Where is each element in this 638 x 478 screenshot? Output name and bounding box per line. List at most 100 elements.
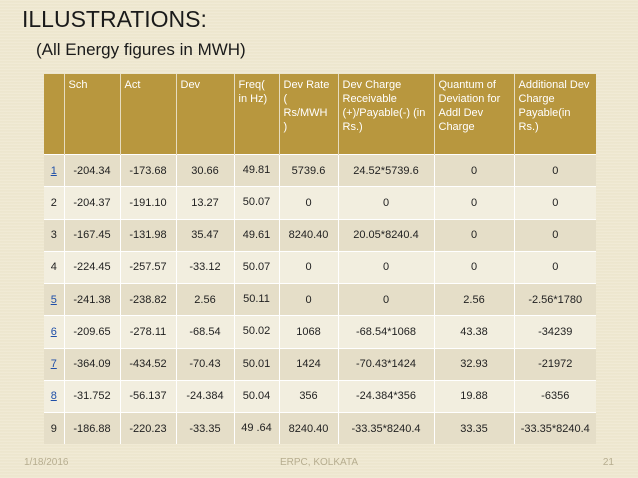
table-cell: -31.752 <box>63 379 120 413</box>
table-cell: -241.38 <box>63 283 120 316</box>
table-cell: -220.23 <box>119 412 176 444</box>
table-cell: -24.384*356 <box>337 379 434 413</box>
table-cell: 0 <box>337 250 434 284</box>
table-cell: -364.09 <box>63 347 120 381</box>
column-header-dev: Dev <box>175 74 234 155</box>
table-cell: -204.34 <box>63 153 120 187</box>
table-cell: 43.38 <box>433 315 514 349</box>
table-header-row: Sch Act Dev Freq( in Hz) Dev Rate ( Rs/M… <box>44 74 596 155</box>
table-cell: 50.07 <box>233 250 279 284</box>
table-cell: 0 <box>337 283 434 316</box>
table-cell: -33.35*8240.4 <box>337 412 434 444</box>
table-cell: -33.12 <box>175 250 234 284</box>
table-cell: 0 <box>433 186 514 220</box>
row-number-link[interactable]: 7 <box>44 347 64 381</box>
table-row: 1 -204.34 -173.68 30.66 49.81 5739.6 24.52*573… <box>44 153 596 187</box>
table-cell: 2.56 <box>175 283 234 316</box>
table-cell: 0 <box>433 250 514 284</box>
table-cell: 0 <box>278 283 338 316</box>
table-row: 5 -241.38 -238.82 2.56 50.11 0 0 2.56 -2.56*1780 <box>44 283 596 316</box>
footer-page-number: 21 <box>602 457 614 468</box>
column-header-sch: Sch <box>63 74 120 155</box>
column-header-freq: Freq( in Hz) <box>233 74 279 155</box>
table-cell: 49.81 <box>233 153 279 187</box>
table-cell: 24.52*5739.6 <box>337 153 434 187</box>
table-cell: -257.57 <box>119 250 176 284</box>
table-cell: 0 <box>513 153 596 187</box>
table-row: 6 -209.65 -278.11 -68.54 50.02 1068 -68.54*106… <box>44 315 596 349</box>
table-cell: -68.54 <box>175 315 234 349</box>
table-cell: -33.35 <box>175 412 234 444</box>
column-header <box>44 74 64 155</box>
table-cell: 49 .64 <box>233 412 279 444</box>
table-cell: -6356 <box>513 379 596 413</box>
table-cell: 0 <box>513 186 596 220</box>
table-row: 7 -364.09 -434.52 -70.43 50.01 1424 -70.43*142… <box>44 347 596 381</box>
row-number-link[interactable]: 8 <box>44 379 64 413</box>
table-cell: 356 <box>278 379 338 413</box>
column-header-additional-charge: Additional Dev Charge Payable(in Rs.) <box>513 74 596 155</box>
table-cell: 32.93 <box>433 347 514 381</box>
footer-organization: ERPC, KOLKATA <box>280 457 358 468</box>
table-row: 8 -31.752 -56.137 -24.384 50.04 356 -24.384*35… <box>44 379 596 413</box>
table-cell: 49.61 <box>233 218 279 252</box>
table-cell: 50.07 <box>233 186 279 220</box>
row-number-link[interactable]: 5 <box>44 283 64 316</box>
table-cell: 30.66 <box>175 153 234 187</box>
table-cell: 33.35 <box>433 412 514 444</box>
table-cell: -68.54*1068 <box>337 315 434 349</box>
table-cell: -21972 <box>513 347 596 381</box>
table-cell: 0 <box>513 250 596 284</box>
table-cell: -191.10 <box>119 186 176 220</box>
footer-date: 1/18/2016 <box>24 457 69 468</box>
table-cell: -278.11 <box>119 315 176 349</box>
table-body: 1 -204.34 -173.68 30.66 49.81 5739.6 24.52*573… <box>44 153 596 444</box>
table-cell: -70.43 <box>175 347 234 381</box>
table-cell: -56.137 <box>119 379 176 413</box>
table-cell: 1068 <box>278 315 338 349</box>
table-cell: 50.01 <box>233 347 279 381</box>
row-number-link[interactable]: 1 <box>44 153 64 187</box>
table-cell: 0 <box>278 250 338 284</box>
table-cell: -224.45 <box>63 250 120 284</box>
table-cell: 0 <box>513 218 596 252</box>
deviation-table: Sch Act Dev Freq( in Hz) Dev Rate ( Rs/M… <box>44 74 596 444</box>
table-cell: 19.88 <box>433 379 514 413</box>
table-cell: 50.04 <box>233 379 279 413</box>
table-row: 2 -204.37 -191.10 13.27 50.07 0 0 0 0 <box>44 186 596 220</box>
row-number: 2 <box>44 186 64 220</box>
table-cell: -209.65 <box>63 315 120 349</box>
table-cell: -24.384 <box>175 379 234 413</box>
column-header-dev-rate: Dev Rate ( Rs/MWH ) <box>278 74 338 155</box>
table-cell: 50.02 <box>233 315 279 349</box>
table-cell: -33.35*8240.4 <box>513 412 596 444</box>
table-cell: 13.27 <box>175 186 234 220</box>
column-header-act: Act <box>119 74 176 155</box>
table-cell: -131.98 <box>119 218 176 252</box>
table-cell: 50.11 <box>233 283 279 316</box>
table-cell: 1424 <box>278 347 338 381</box>
table-row: 9 -186.88 -220.23 -33.35 49 .64 8240.40 -33.35… <box>44 412 596 444</box>
column-header-dev-charge: Dev Charge Receivable (+)/Payable(-) (in… <box>337 74 434 155</box>
table-cell: -167.45 <box>63 218 120 252</box>
table-cell: 8240.40 <box>278 412 338 444</box>
table-cell: 0 <box>337 186 434 220</box>
table-cell: -173.68 <box>119 153 176 187</box>
table-cell: 2.56 <box>433 283 514 316</box>
slide-subtitle: (All Energy figures in MWH) <box>36 40 246 59</box>
row-number: 4 <box>44 250 64 284</box>
table-cell: 20.05*8240.4 <box>337 218 434 252</box>
table-cell: -34239 <box>513 315 596 349</box>
table-cell: -204.37 <box>63 186 120 220</box>
table-cell: -2.56*1780 <box>513 283 596 316</box>
table-cell: -70.43*1424 <box>337 347 434 381</box>
table-cell: 35.47 <box>175 218 234 252</box>
table-cell: -238.82 <box>119 283 176 316</box>
table-cell: 5739.6 <box>278 153 338 187</box>
row-number-link[interactable]: 6 <box>44 315 64 349</box>
table-cell: 0 <box>278 186 338 220</box>
table-row: 3 -167.45 -131.98 35.47 49.61 8240.40 20.05*82… <box>44 218 596 252</box>
table-row: 4 -224.45 -257.57 -33.12 50.07 0 0 0 0 <box>44 250 596 284</box>
table-cell: -434.52 <box>119 347 176 381</box>
row-number: 3 <box>44 218 64 252</box>
